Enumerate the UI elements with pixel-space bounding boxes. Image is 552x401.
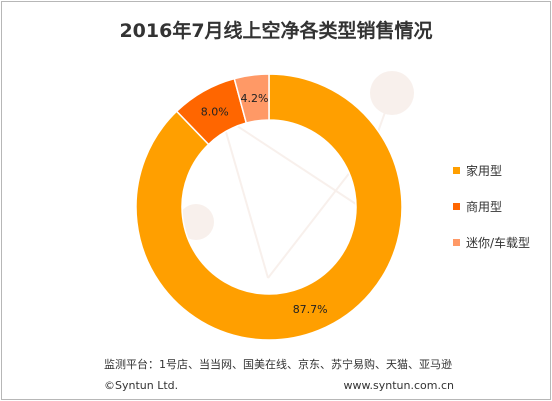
slice-mini-car — [233, 73, 270, 124]
donut-slices — [135, 73, 403, 341]
copyright-text: ©Syntun Ltd. — [104, 379, 179, 392]
legend-swatch — [453, 238, 460, 246]
slice-label: 87.7% — [293, 303, 328, 316]
slice-household — [135, 73, 403, 341]
chart-legend: 家用型 商用型 迷你/车载型 — [453, 160, 548, 268]
legend-label: 迷你/车载型 — [466, 235, 531, 250]
legend-item-mini-car: 迷你/车载型 — [453, 232, 548, 252]
legend-label: 商用型 — [466, 199, 503, 214]
website-text: www.syntun.com.cn — [343, 379, 454, 392]
platforms-note: 监测平台：1号店、当当网、国美在线、京东、苏宁易购、天猫、亚马逊 — [104, 358, 452, 371]
chart-footer: 监测平台：1号店、当当网、国美在线、京东、苏宁易购、天猫、亚马逊 ©Syntun… — [104, 354, 454, 396]
legend-item-household: 家用型 — [453, 160, 548, 180]
legend-swatch — [453, 166, 460, 174]
legend-swatch — [453, 202, 460, 210]
legend-label: 家用型 — [466, 163, 503, 178]
chart-title: 2016年7月线上空净各类型销售情况 — [119, 20, 433, 42]
donut-labels: 87.7% 8.0% 4.2% — [201, 92, 328, 316]
slice-label: 8.0% — [201, 105, 229, 118]
slice-label: 4.2% — [241, 92, 269, 105]
legend-item-commercial: 商用型 — [453, 196, 548, 216]
